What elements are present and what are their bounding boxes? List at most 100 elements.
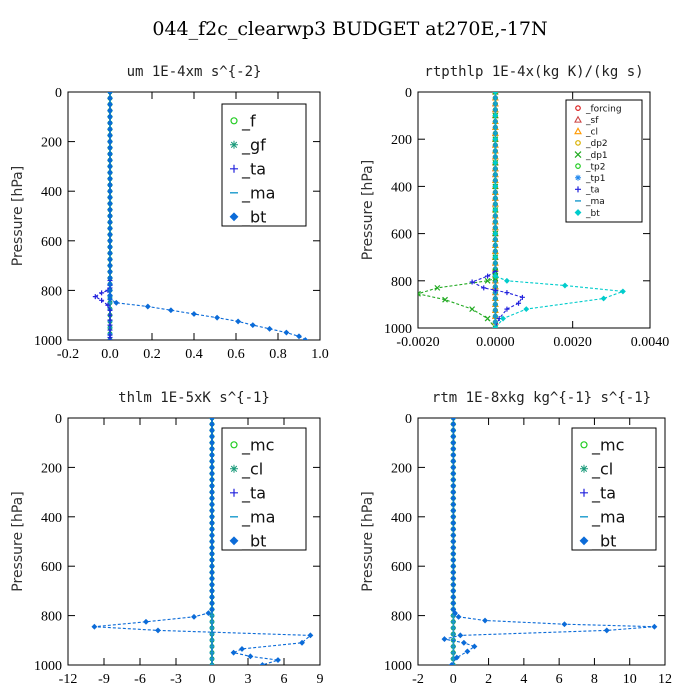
figure-title: 044_f2c_clearwp3 BUDGET at270E,-17N: [152, 18, 547, 40]
series-point: [492, 273, 499, 280]
y-axis-label: Pressure [hPa]: [10, 491, 26, 591]
series-point: [450, 513, 457, 520]
legend-marker: [575, 140, 581, 146]
series-point: [209, 581, 215, 588]
series-point: [492, 230, 499, 237]
series-point: [450, 483, 457, 489]
y-tick-label: 200: [41, 136, 62, 151]
series-layer: [91, 418, 314, 665]
series-point: [450, 418, 457, 421]
legend-marker: [229, 212, 239, 222]
x-tick-label: 0.0000: [476, 335, 515, 350]
panel-title: rtpthlp 1E-4x(kg K)/(kg s): [424, 64, 643, 80]
series-point: [492, 287, 498, 293]
series-point: [107, 256, 113, 263]
series-point: [107, 101, 113, 108]
series-point: [191, 613, 197, 620]
legend: _mc _cl _ta _ma _bt: [571, 427, 657, 552]
series-point: [144, 303, 151, 310]
series-point: [107, 138, 113, 145]
series-point: [209, 526, 215, 533]
series-point: [283, 329, 290, 336]
series-point: [247, 653, 254, 660]
y-tick-label: 0: [405, 86, 412, 101]
series-point: [209, 489, 215, 496]
series-point: [107, 225, 113, 232]
legend-marker: [229, 536, 239, 546]
series-point: [107, 169, 113, 176]
legend-label: _sf: [585, 116, 599, 126]
series-point: [516, 300, 522, 306]
series-point: [302, 337, 309, 340]
series-line: [109, 92, 306, 340]
series-point: [107, 92, 113, 95]
series-layer: [441, 418, 658, 665]
x-tick-label: 4: [520, 672, 527, 687]
series-point: [450, 464, 457, 471]
series-point: [603, 627, 610, 634]
series-point: [450, 421, 457, 428]
series-point: [259, 662, 266, 665]
x-tick-label: -9: [98, 672, 110, 687]
legend-marker: [574, 151, 582, 158]
series-point: [561, 621, 568, 628]
series-point: [519, 294, 525, 300]
series-point: [266, 325, 273, 332]
x-tick-label: 0.0: [101, 347, 119, 362]
series-point: [209, 470, 215, 477]
series-point: [209, 575, 215, 582]
series-point: [492, 92, 499, 95]
series-point: [209, 427, 215, 434]
legend-label: _ma: [591, 508, 625, 528]
series-point: [450, 600, 457, 607]
series-point: [450, 501, 457, 508]
series-point: [214, 314, 221, 321]
x-tick-label: 0.6: [227, 347, 245, 362]
series-point: [92, 294, 98, 300]
series-point: [481, 285, 487, 291]
series-point: [452, 610, 458, 617]
series-point: [482, 617, 488, 624]
legend-box: [571, 427, 657, 551]
series-point: [107, 307, 113, 313]
series-point: [492, 325, 499, 328]
y-tick-label: 400: [41, 185, 62, 200]
series-point: [492, 92, 499, 95]
legend-marker: [574, 115, 582, 123]
series-line: [94, 418, 312, 665]
series-point: [485, 273, 491, 279]
series-point: [107, 175, 113, 182]
series-point: [600, 295, 607, 302]
legend-label: _bt: [241, 532, 266, 552]
series-point: [107, 219, 113, 226]
series-point: [239, 646, 245, 652]
chart-panel-1: um 1E-4xm s^{-2} Pressure [hPa] 0 200 400 600…: [10, 64, 329, 362]
y-tick-label: 600: [41, 560, 62, 575]
series-point: [471, 643, 478, 650]
series-point: [209, 495, 215, 502]
series-point: [450, 458, 457, 465]
series-point: [209, 439, 215, 446]
series-point: [107, 95, 113, 102]
legend-marker: [580, 464, 588, 473]
legend: _mc _cl _ta _ma _bt: [221, 427, 307, 552]
legend-label: _dp1: [585, 151, 608, 161]
series-point: [209, 501, 215, 508]
plot-frame: [67, 417, 321, 666]
x-tick-label: 6: [556, 672, 563, 687]
series-point: [209, 538, 215, 545]
series-point: [209, 433, 215, 440]
series-point: [107, 206, 113, 213]
series-point: [492, 254, 499, 261]
series-point: [209, 532, 215, 539]
series-point: [107, 107, 113, 114]
series-point: [492, 207, 499, 213]
y-tick-label: 1000: [384, 322, 412, 337]
y-axis-label: Pressure [hPa]: [10, 166, 26, 266]
series-point: [209, 445, 215, 452]
legend-label: _ta: [591, 484, 616, 504]
x-tick-label: 1.0: [311, 347, 329, 362]
legend-label: _ta: [241, 484, 266, 504]
legend-marker: [579, 536, 589, 546]
series-point: [450, 569, 457, 576]
